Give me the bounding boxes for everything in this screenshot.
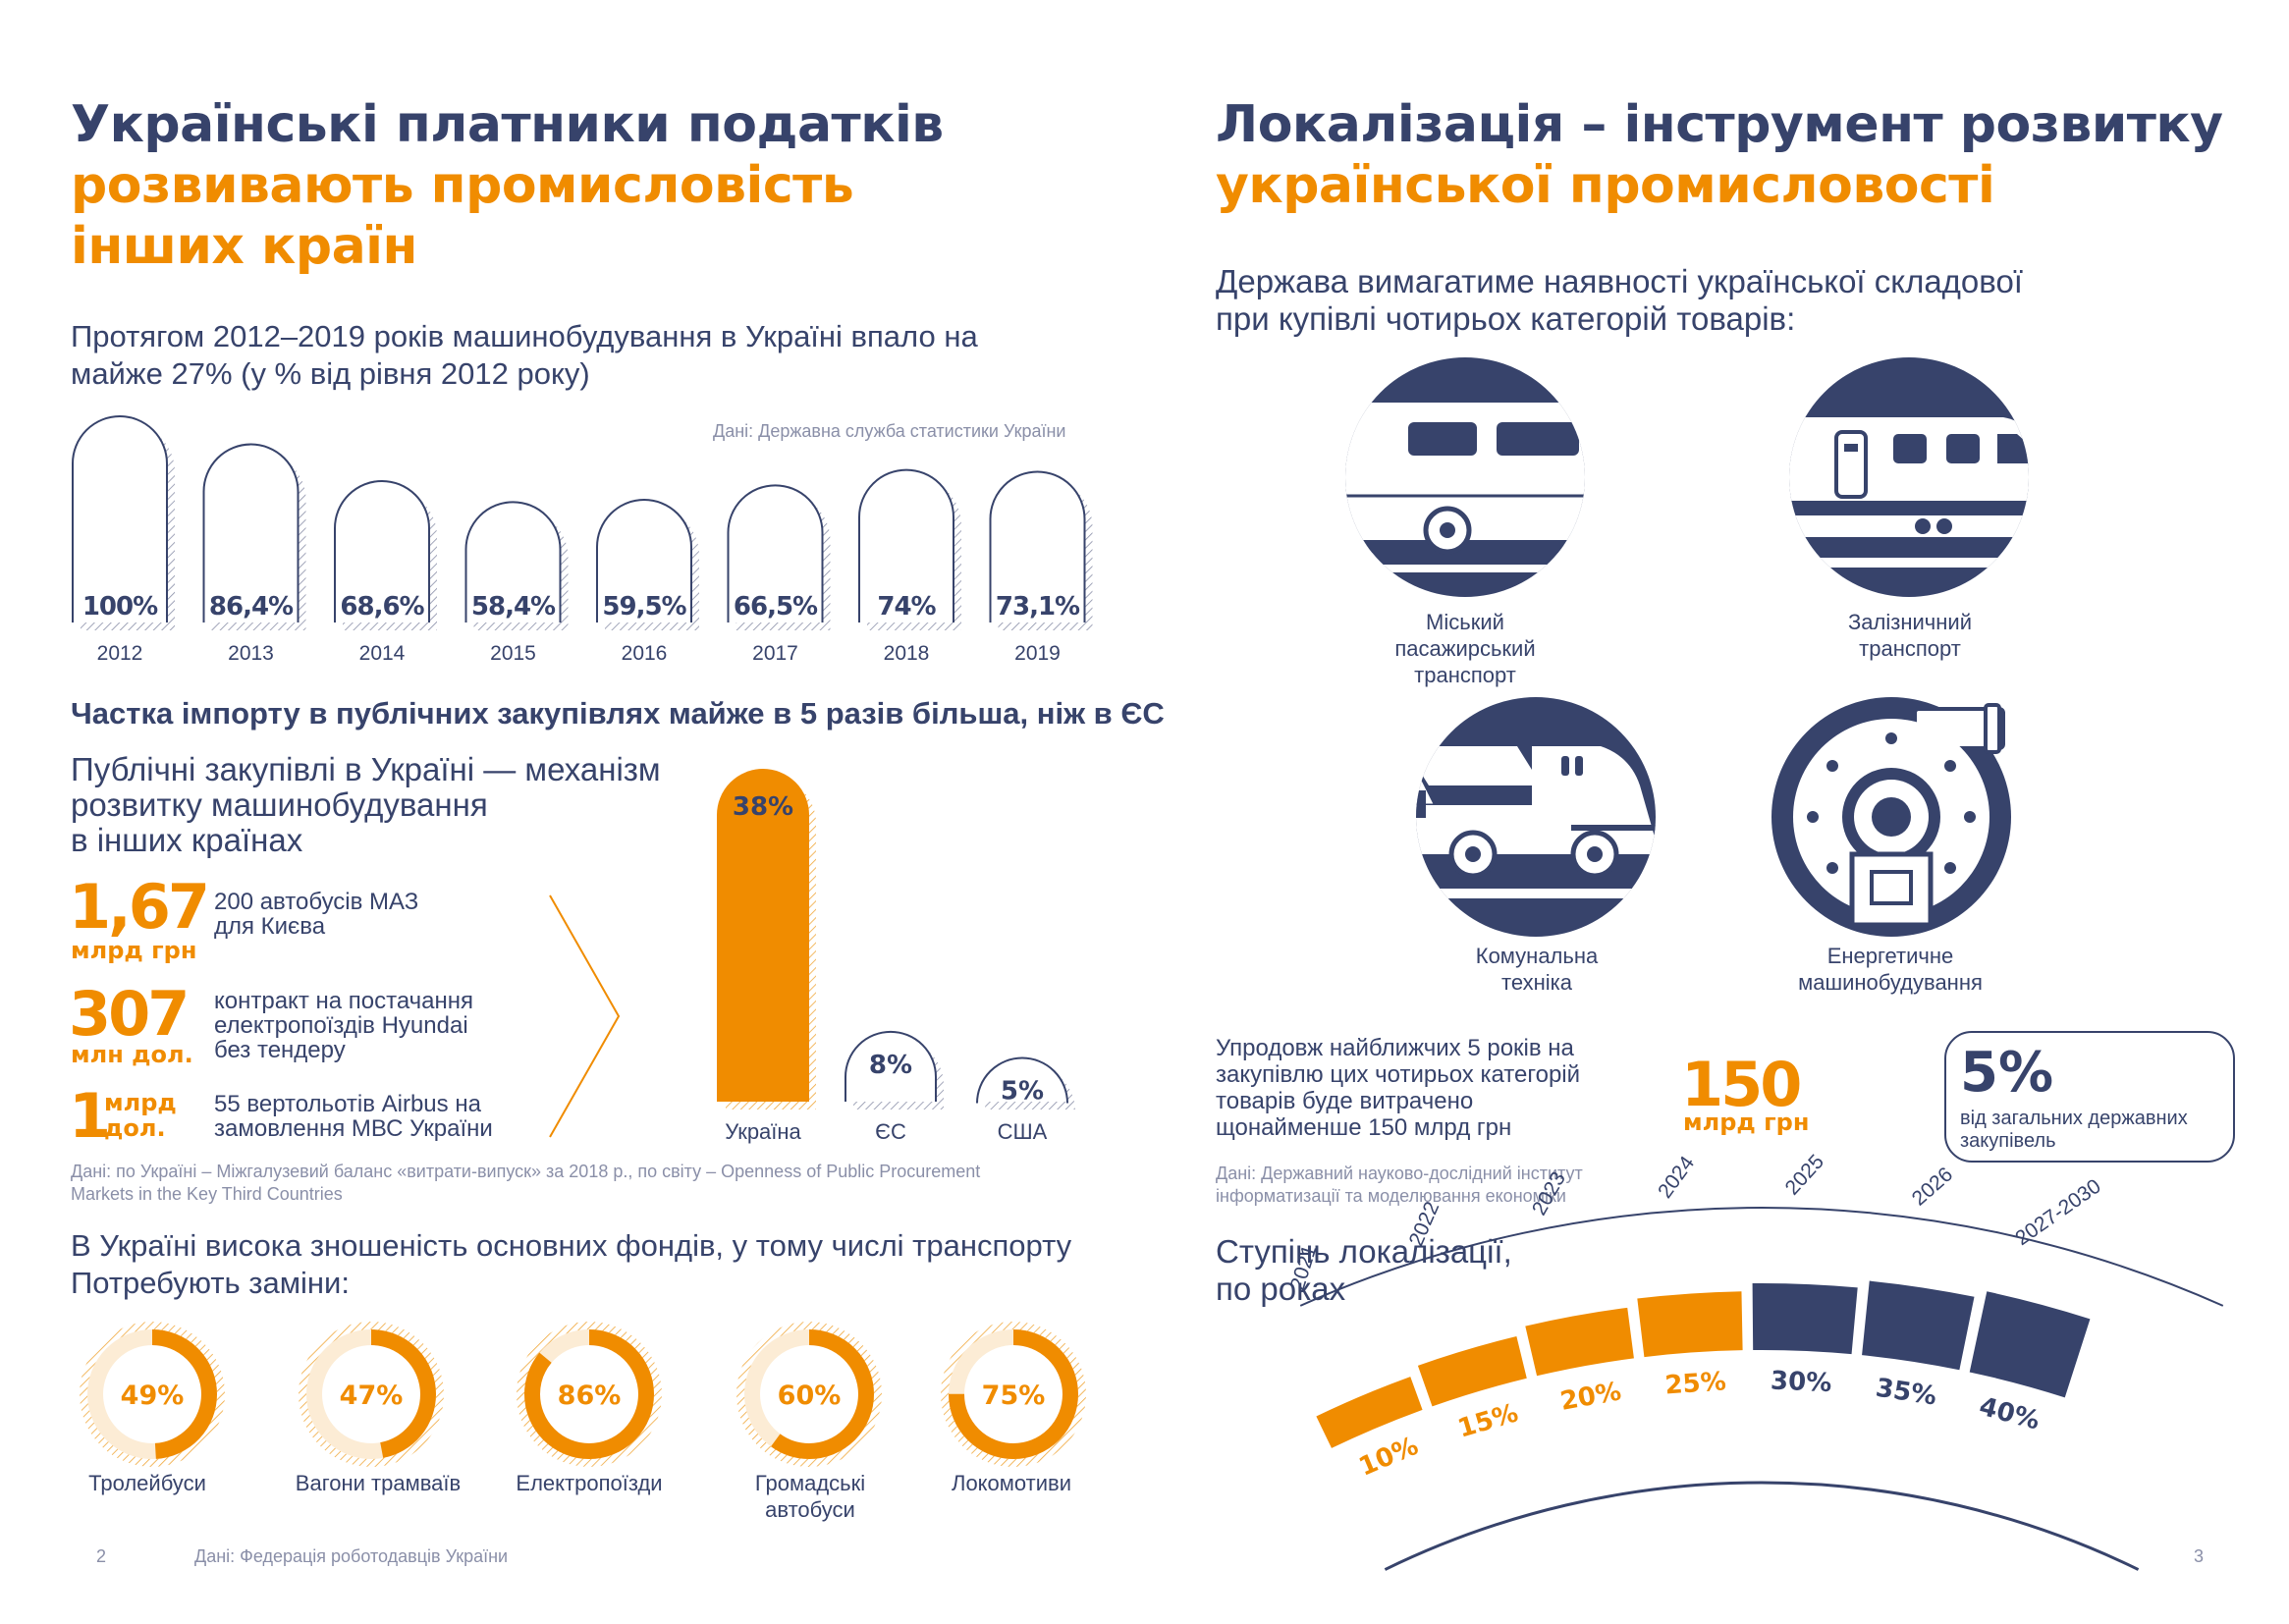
localization-year: 2025 <box>1781 1151 1828 1200</box>
localization-value: 15% <box>1454 1398 1521 1443</box>
donut-arc <box>949 1329 1078 1459</box>
fact1-unit: млрд грн <box>71 937 197 964</box>
truck-icon <box>1416 697 1656 937</box>
fact2-number: 307 <box>69 978 190 1050</box>
page-number-left: 2 <box>96 1546 107 1566</box>
fact3-unit: млрд дол. <box>104 1089 177 1142</box>
subtitle-import: Частка імпорту в публічних закупівлях ма… <box>71 696 1165 731</box>
spend-number: 150 <box>1681 1049 1802 1120</box>
localization-year: 2026 <box>1908 1164 1957 1211</box>
decline-chart <box>0 0 1139 687</box>
import-category-label: США <box>998 1119 1048 1144</box>
donut-arc <box>744 1329 874 1459</box>
right-title-line2: української промисловості <box>1216 156 1995 215</box>
donut-halo <box>80 1322 225 1467</box>
fact3-number: 1 <box>69 1080 111 1152</box>
page-number-right: 3 <box>2194 1546 2205 1566</box>
train-icon <box>1789 357 2029 597</box>
import-bar-label: 38% <box>733 792 793 822</box>
donut-label-trolleybus: Тролейбуси <box>88 1471 206 1495</box>
footer-source: Дані: Федерація роботодавців України <box>194 1546 509 1566</box>
localization-segment <box>1637 1291 1743 1358</box>
localization-value: 25% <box>1664 1367 1727 1400</box>
donut-label-tram: Вагони трамваїв <box>295 1471 462 1495</box>
share-pct: 5% <box>1960 1041 2054 1105</box>
localization-segment <box>1752 1282 1858 1355</box>
import-category-label: ЄС <box>875 1119 906 1144</box>
subtitle-procurement: Публічні закупівлі в Україні — механізм … <box>71 751 661 858</box>
category-label-tram: Міський пасажирський транспорт <box>1394 610 1536 687</box>
left-title-line2: розвивають промисловість <box>71 156 854 215</box>
import-category-label: Україна <box>725 1119 801 1144</box>
subtitle-decline: Протягом 2012–2019 років машинобудування… <box>71 319 978 391</box>
subtitle-wear: В Україні висока зношеність основних фон… <box>71 1228 1072 1300</box>
right-intro: Держава вимагатиме наявності української… <box>1216 263 2023 337</box>
arc-title: Ступінь локалізації, по роках <box>1216 1233 1512 1307</box>
import-bar-shadow <box>726 778 816 1110</box>
turbine-icon <box>1771 697 2011 937</box>
localization-segment <box>1417 1335 1527 1407</box>
spend-text: Упродовж найближчих 5 років на закупівлю … <box>1216 1035 1581 1141</box>
localization-segment <box>1969 1291 2091 1398</box>
tram-icon <box>1345 357 1585 597</box>
fact2-unit: млн дол. <box>71 1041 193 1068</box>
localization-segment <box>1316 1377 1423 1448</box>
import-bar-label: 5% <box>1001 1077 1044 1107</box>
donut-arc <box>87 1329 217 1459</box>
arc-guide-inner <box>1384 1481 2140 1571</box>
localization-year: 2027-2030 <box>2011 1175 2104 1251</box>
donut-value: 49% <box>121 1380 185 1411</box>
import-bar-label: 8% <box>869 1051 912 1080</box>
source-procurement: Дані: по Україні – Міжгалузевий баланс «… <box>71 1162 981 1204</box>
donut-halo <box>736 1322 882 1467</box>
category-label-train: Залізничний транспорт <box>1848 610 1972 661</box>
category-label-truck: Комунальна техніка <box>1475 944 1599 995</box>
localization-year: 2024 <box>1654 1152 1699 1203</box>
donut-arc <box>524 1329 654 1459</box>
import-bar <box>717 769 809 1102</box>
fact3-desc: 55 вертольотів Airbus на замовлення МВС У… <box>214 1091 493 1142</box>
left-title-line3: інших країн <box>71 217 417 276</box>
donut-label-locomotive: Локомотиви <box>952 1471 1071 1495</box>
import-bar <box>845 1030 937 1102</box>
localization-value: 40% <box>1976 1392 2043 1436</box>
import-bar-shadow <box>853 1039 944 1110</box>
donut-value: 86% <box>558 1380 622 1411</box>
category-label-turbine: Енергетичне машинобудування <box>1798 944 1983 995</box>
donut-track <box>87 1329 217 1459</box>
localization-value: 35% <box>1874 1374 1938 1412</box>
localization-segment <box>1862 1280 1975 1371</box>
import-bar-shadow <box>985 1065 1075 1111</box>
donut-track <box>949 1329 1078 1459</box>
import-bar <box>976 1056 1068 1104</box>
source-institute: Дані: Державний науково-дослідний інстит… <box>1216 1164 1583 1206</box>
donut-value: 75% <box>982 1380 1046 1411</box>
localization-value: 10% <box>1355 1432 1423 1483</box>
donut-value: 60% <box>778 1380 842 1411</box>
donut-track <box>306 1329 436 1459</box>
localization-segment <box>1525 1307 1634 1377</box>
donut-label-bus: Громадські автобуси <box>754 1471 866 1522</box>
fact1-number: 1,67 <box>69 871 210 943</box>
donut-arc <box>306 1329 436 1459</box>
left-title-line1: Українські платники податків <box>71 95 944 154</box>
localization-value: 20% <box>1558 1377 1624 1417</box>
donut-halo <box>517 1322 662 1467</box>
donut-halo <box>299 1322 444 1467</box>
donut-halo <box>941 1322 1086 1467</box>
localization-value: 30% <box>1770 1367 1831 1399</box>
donut-track <box>744 1329 874 1459</box>
source-stat: Дані: Державна служба статистики України <box>713 421 1066 441</box>
share-box: 5% від загальних державних закупівель <box>1944 1031 2235 1163</box>
donut-track <box>524 1329 654 1459</box>
fact2-desc: контракт на постачання електропоїздів Hyu… <box>214 988 473 1063</box>
spend-unit: млрд грн <box>1683 1109 1810 1136</box>
share-text: від загальних державних закупівель <box>1960 1108 2188 1152</box>
chevron-arrow <box>549 894 621 1138</box>
fact1-desc: 200 автобусів МАЗ для Києва <box>214 889 419 940</box>
donut-value: 47% <box>340 1380 404 1411</box>
right-title-line1: Локалізація – інструмент розвитку <box>1216 95 2223 154</box>
donut-label-electric-train: Електропоїзди <box>516 1471 663 1495</box>
